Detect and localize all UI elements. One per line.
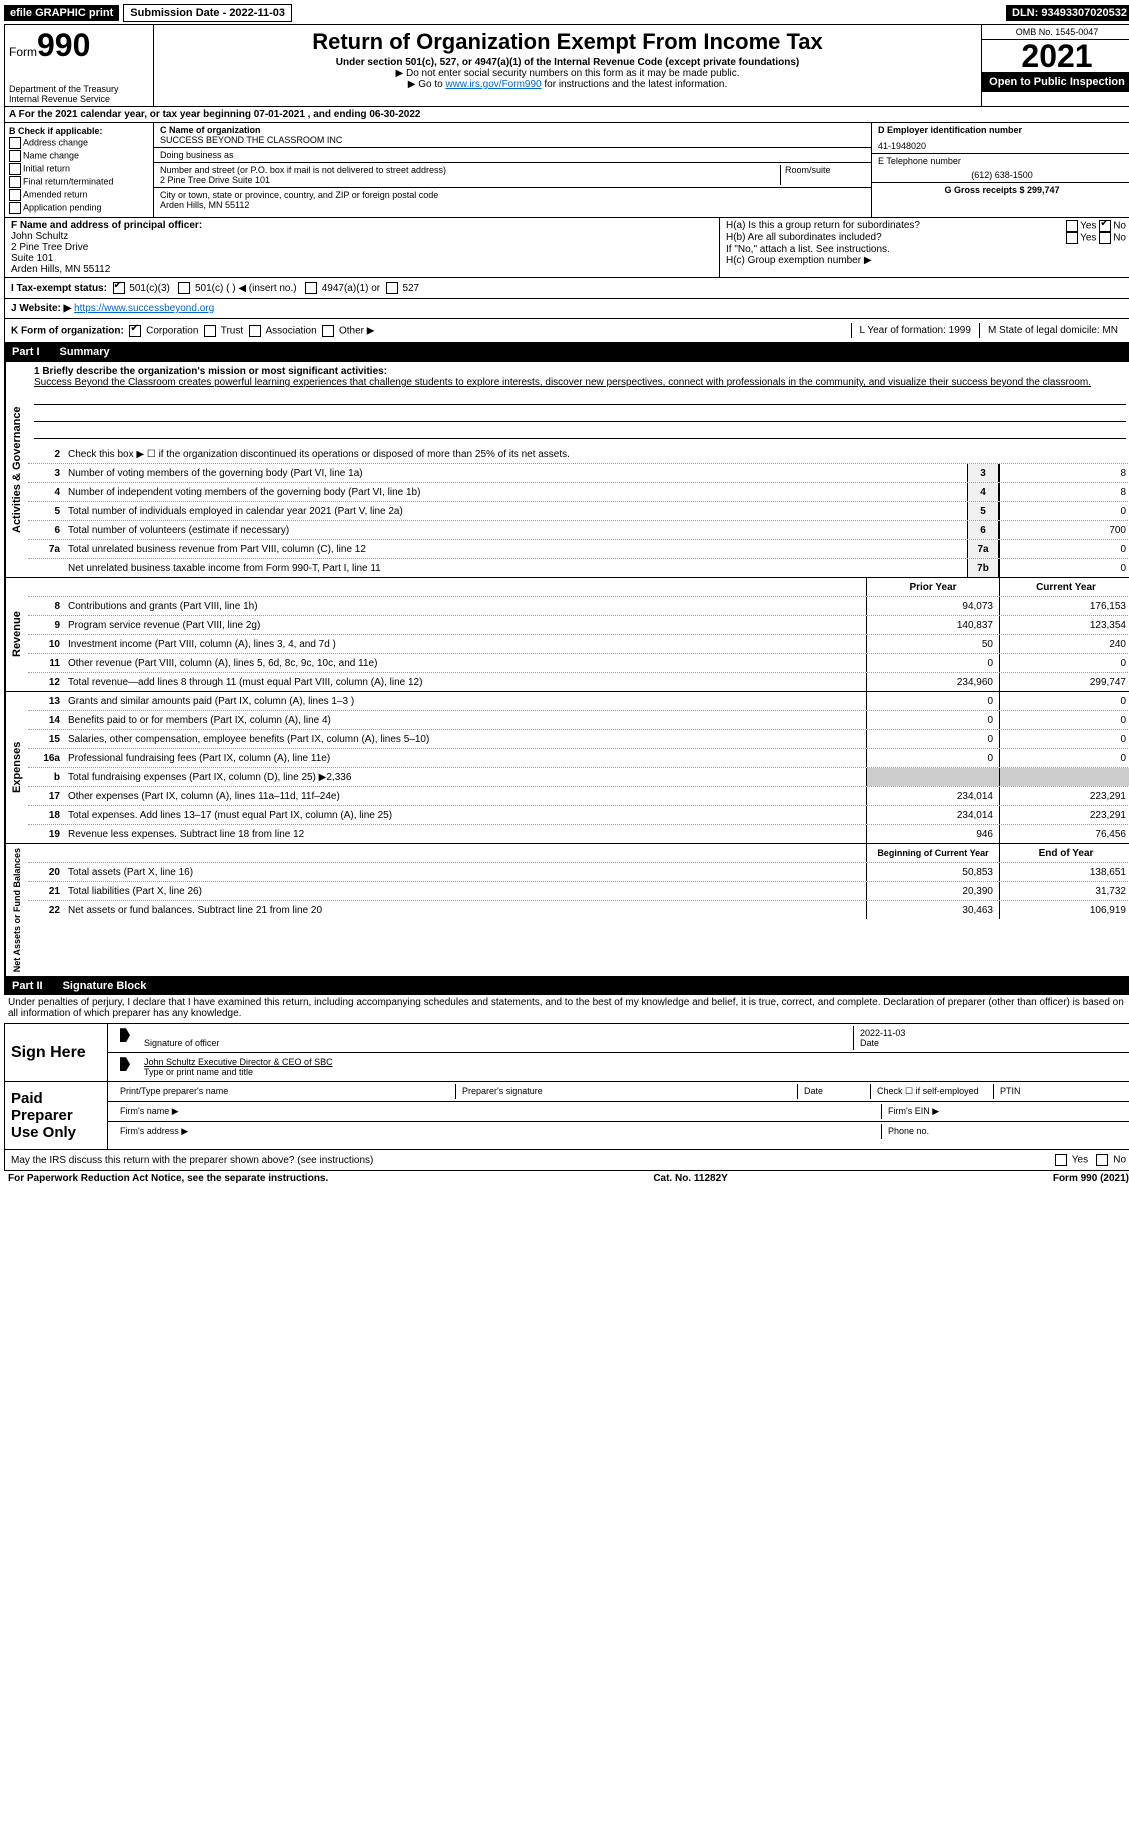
head-prior: Prior Year (866, 578, 999, 596)
year-formation: L Year of formation: 1999 (851, 323, 979, 338)
form-ref: Form 990 (2021) (1053, 1173, 1129, 1184)
page-footer: For Paperwork Reduction Act Notice, see … (4, 1171, 1129, 1186)
tax-year: 2021 (982, 40, 1129, 72)
checkbox-final[interactable] (9, 176, 21, 188)
form-subtitle: Under section 501(c), 527, or 4947(a)(1)… (158, 57, 977, 68)
dln: DLN: 93493307020532 (1006, 5, 1129, 21)
col-d-ein-phone: D Employer identification number 41-1948… (871, 123, 1129, 217)
mission-block: 1 Briefly describe the organization's mi… (28, 362, 1129, 445)
checkbox-501c3[interactable] (113, 282, 125, 294)
checkbox-trust[interactable] (204, 325, 216, 337)
checkbox-other[interactable] (322, 325, 334, 337)
netassets-side: Net Assets or Fund Balances (5, 844, 28, 976)
irs-label: Internal Revenue Service (9, 94, 149, 104)
header-right: OMB No. 1545-0047 2021 Open to Public In… (981, 25, 1129, 106)
goto-note: ▶ Go to www.irs.gov/Form990 for instruct… (158, 79, 977, 90)
part2-header: Part II Signature Block (4, 977, 1129, 995)
checkbox-hb-no[interactable] (1099, 232, 1111, 244)
top-bar: efile GRAPHIC print Submission Date - 20… (4, 4, 1129, 22)
checkbox-initial[interactable] (9, 163, 21, 175)
checkbox-amended[interactable] (9, 189, 21, 201)
city-state-zip: Arden Hills, MN 55112 (160, 200, 865, 210)
form-title: Return of Organization Exempt From Incom… (158, 29, 977, 55)
arrow-icon (120, 1057, 130, 1071)
gross-receipts: G Gross receipts $ 299,747 (944, 185, 1059, 195)
head-current: Current Year (999, 578, 1129, 596)
checkbox-irs-no[interactable] (1096, 1154, 1108, 1166)
col-b-checkboxes: B Check if applicable: Address change Na… (5, 123, 154, 217)
val-5: 0 (999, 502, 1129, 520)
checkbox-address[interactable] (9, 137, 21, 149)
form-header: Form990 Department of the Treasury Inter… (4, 24, 1129, 107)
street-address: 2 Pine Tree Drive Suite 101 (160, 175, 780, 185)
row-i-tax-status: I Tax-exempt status: 501(c)(3) 501(c) ( … (4, 278, 1129, 299)
val-4: 8 (999, 483, 1129, 501)
sign-here-label: Sign Here (5, 1024, 108, 1081)
website-link[interactable]: https://www.successbeyond.org (74, 303, 214, 314)
paperwork-notice: For Paperwork Reduction Act Notice, see … (8, 1173, 328, 1184)
sign-block: Sign Here Signature of officer 2022-11-0… (4, 1023, 1129, 1082)
val-7b: 0 (999, 559, 1129, 577)
expenses-table: Expenses 13Grants and similar amounts pa… (4, 692, 1129, 844)
phone: (612) 638-1500 (878, 170, 1126, 180)
checkbox-corp[interactable] (129, 325, 141, 337)
ssn-note: ▶ Do not enter social security numbers o… (158, 68, 977, 79)
checkbox-irs-yes[interactable] (1055, 1154, 1067, 1166)
row-a-tax-year: A For the 2021 calendar year, or tax yea… (4, 107, 1129, 123)
governance-table: Activities & Governance 1 Briefly descri… (4, 361, 1129, 578)
room-suite: Room/suite (780, 165, 865, 185)
paid-preparer-label: Paid Preparer Use Only (5, 1082, 108, 1149)
header-center: Return of Organization Exempt From Incom… (154, 25, 981, 106)
checkbox-501c[interactable] (178, 282, 190, 294)
revenue-table: Revenue Prior YearCurrent Year 8Contribu… (4, 578, 1129, 692)
form-number: 990 (37, 27, 90, 63)
ein: 41-1948020 (878, 141, 1126, 151)
expenses-side: Expenses (5, 692, 28, 843)
netassets-table: Net Assets or Fund Balances Beginning of… (4, 844, 1129, 977)
cat-no: Cat. No. 11282Y (653, 1173, 727, 1184)
section-bcd: B Check if applicable: Address change Na… (4, 123, 1129, 218)
org-name: SUCCESS BEYOND THE CLASSROOM INC (160, 135, 865, 145)
officer-name: John Schultz (11, 231, 713, 242)
val-7a: 0 (999, 540, 1129, 558)
section-fh: F Name and address of principal officer:… (4, 218, 1129, 278)
efile-label: efile GRAPHIC print (4, 5, 119, 21)
revenue-side: Revenue (5, 578, 28, 691)
governance-side: Activities & Governance (5, 362, 28, 577)
declaration-text: Under penalties of perjury, I declare th… (4, 995, 1129, 1021)
irs-link[interactable]: www.irs.gov/Form990 (445, 79, 541, 90)
col-c-org-info: C Name of organization SUCCESS BEYOND TH… (154, 123, 871, 217)
open-inspection: Open to Public Inspection (982, 72, 1129, 92)
checkbox-4947[interactable] (305, 282, 317, 294)
row-k-form-org: K Form of organization: Corporation Trus… (4, 319, 1129, 343)
checkbox-name[interactable] (9, 150, 21, 162)
paid-preparer-block: Paid Preparer Use Only Print/Type prepar… (4, 1082, 1129, 1150)
may-irs-discuss: May the IRS discuss this return with the… (4, 1150, 1129, 1171)
val-3: 8 (999, 464, 1129, 482)
state-domicile: M State of legal domicile: MN (979, 323, 1126, 338)
val-6: 700 (999, 521, 1129, 539)
dept-treasury: Department of the Treasury (9, 84, 149, 94)
officer-printed-name: John Schultz Executive Director & CEO of… (144, 1057, 333, 1067)
checkbox-hb-yes[interactable] (1066, 232, 1078, 244)
sign-date: 2022-11-03 (860, 1028, 905, 1038)
submission-date: Submission Date - 2022-11-03 (123, 4, 292, 22)
arrow-icon (120, 1028, 130, 1042)
col-h-group: H(a) Is this a group return for subordin… (719, 218, 1129, 277)
checkbox-assoc[interactable] (249, 325, 261, 337)
form-label: Form (9, 45, 37, 59)
checkbox-527[interactable] (386, 282, 398, 294)
checkbox-pending[interactable] (9, 202, 21, 214)
row-j-website: J Website: ▶ https://www.successbeyond.o… (4, 299, 1129, 319)
part1-header: Part I Summary (4, 343, 1129, 361)
checkbox-ha-yes[interactable] (1066, 220, 1078, 232)
mission-text: Success Beyond the Classroom creates pow… (34, 377, 1126, 388)
checkbox-ha-no[interactable] (1099, 220, 1111, 232)
header-left: Form990 Department of the Treasury Inter… (5, 25, 154, 106)
col-f-officer: F Name and address of principal officer:… (5, 218, 719, 277)
